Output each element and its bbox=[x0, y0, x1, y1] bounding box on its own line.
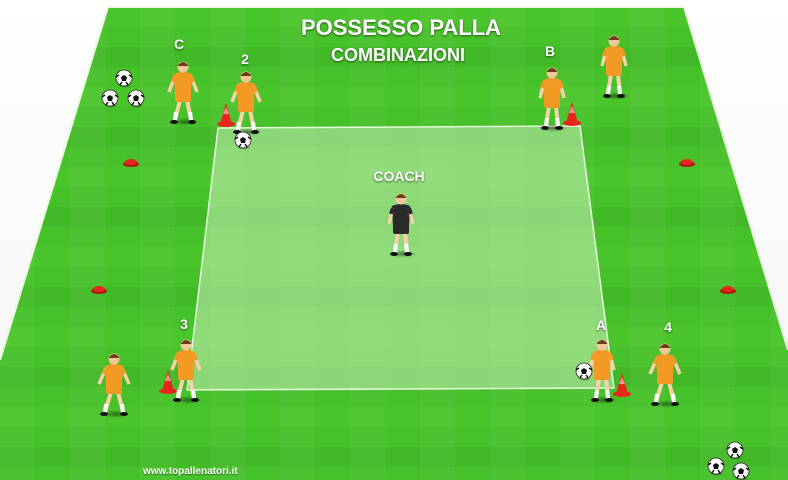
cone bbox=[720, 286, 736, 294]
cone bbox=[123, 159, 139, 167]
diagram-title: POSSESSO PALLA bbox=[300, 15, 502, 40]
player-label-c: C bbox=[173, 36, 185, 52]
possession-grid-area bbox=[186, 125, 615, 391]
website-credit: www.topallenatori.it bbox=[143, 466, 238, 477]
ball-icon bbox=[707, 457, 725, 476]
player-label-2: 2 bbox=[241, 51, 249, 67]
player-c bbox=[167, 61, 199, 126]
cone bbox=[159, 370, 177, 394]
player-2 bbox=[230, 71, 262, 136]
cone bbox=[613, 373, 631, 397]
player-label-a: A bbox=[595, 317, 607, 333]
ball-icon bbox=[115, 69, 133, 88]
player-4 bbox=[648, 343, 682, 408]
ball-icon bbox=[575, 362, 593, 381]
player-a bbox=[588, 339, 618, 404]
ball-icon bbox=[732, 462, 750, 480]
ball-icon bbox=[234, 131, 252, 150]
pitch-boundary-line bbox=[0, 6, 788, 361]
player-3 bbox=[170, 339, 202, 404]
ball-icon bbox=[127, 89, 145, 108]
player-label-b: B bbox=[544, 43, 556, 59]
cone bbox=[217, 103, 235, 127]
ball-icon bbox=[101, 89, 119, 108]
player-bottom-left bbox=[97, 353, 131, 418]
coach-figure bbox=[387, 193, 417, 258]
cone bbox=[563, 102, 581, 126]
diagram-subtitle: COMBINAZIONI bbox=[331, 45, 465, 65]
ball-icon bbox=[726, 441, 744, 460]
player-top-right bbox=[600, 35, 630, 100]
coach-label: COACH bbox=[373, 168, 425, 184]
player-label-4: 4 bbox=[664, 319, 672, 335]
cone bbox=[91, 286, 107, 294]
player-b bbox=[538, 67, 568, 132]
player-label-3: 3 bbox=[180, 316, 188, 332]
cone bbox=[679, 159, 695, 167]
